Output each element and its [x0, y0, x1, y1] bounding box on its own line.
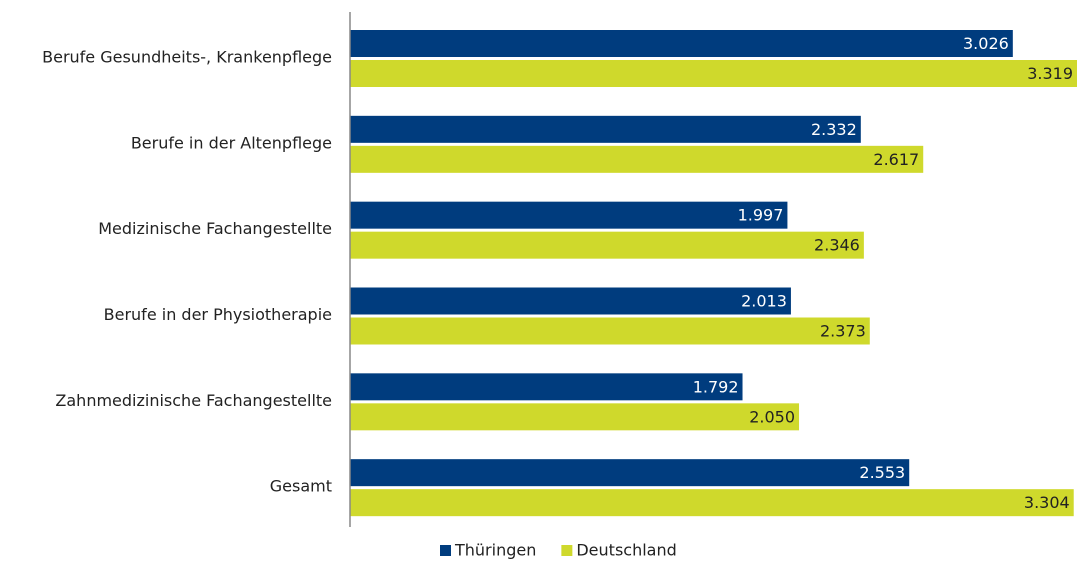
data-label: 2.346: [814, 236, 860, 255]
data-label: 2.050: [749, 407, 795, 426]
data-label: 1.792: [693, 377, 739, 396]
data-label: 2.013: [741, 292, 787, 311]
y-tick-label: Gesamt: [270, 477, 332, 496]
y-tick-label: Berufe in der Physiotherapie: [104, 305, 332, 324]
data-label: 1.997: [738, 206, 784, 225]
legend-label: Deutschland: [576, 541, 676, 560]
data-label: 2.332: [811, 120, 857, 139]
y-tick-label: Medizinische Fachangestellte: [98, 219, 332, 238]
data-label: 2.373: [820, 322, 866, 341]
legend-label: Thüringen: [454, 541, 536, 560]
bar: [350, 373, 743, 401]
bar: [350, 231, 864, 259]
bar: [350, 317, 870, 345]
data-label: 3.026: [963, 34, 1009, 53]
bar: [350, 459, 910, 487]
data-label: 3.319: [1027, 64, 1073, 83]
data-label: 3.304: [1024, 493, 1070, 512]
y-tick-label: Berufe in der Altenpflege: [131, 133, 332, 152]
bar: [350, 60, 1077, 87]
y-tick-label: Berufe Gesundheits-, Krankenpflege: [42, 48, 332, 67]
legend-swatch: [440, 545, 451, 556]
bar: [350, 287, 791, 315]
bar: [350, 201, 788, 229]
bar: [350, 30, 1013, 57]
data-label: 2.617: [873, 150, 919, 169]
bar: [350, 403, 800, 431]
bar: [350, 145, 924, 173]
y-tick-label: Zahnmedizinische Fachangestellte: [55, 391, 332, 410]
data-label: 2.553: [859, 463, 905, 482]
bar: [350, 489, 1074, 517]
bar: [350, 115, 861, 143]
legend-swatch: [561, 545, 573, 556]
